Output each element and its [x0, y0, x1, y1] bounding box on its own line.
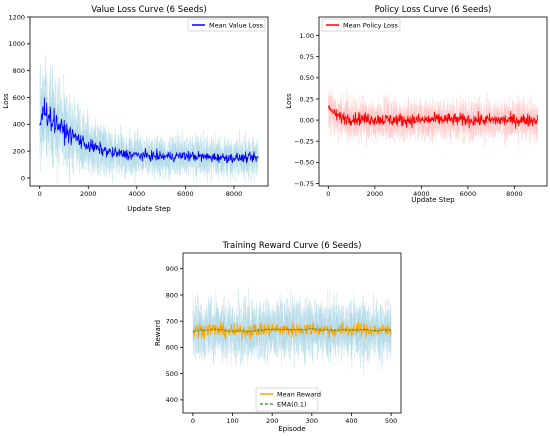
policy-loss-seed-line: [328, 92, 538, 147]
policy-loss-panel: 0 2000 4000 6000 8000 −0.75 −0.50 −0.25 0.00 0.2…: [285, 5, 548, 204]
reward-x-tick-label: 300: [306, 417, 318, 425]
value-loss-x-tick-label: 4000: [129, 190, 146, 198]
policy-loss-x-tick-label: 8000: [506, 190, 523, 198]
value-loss-y-tick-label: 600: [13, 94, 25, 102]
policy-loss-y-tick-label: −0.50: [294, 159, 314, 167]
policy-loss-seed-line: [328, 90, 538, 147]
value-loss-y-tick-label: 1200: [8, 13, 25, 21]
reward-ema-line: [192, 327, 392, 333]
policy-loss-mean-line: [327, 105, 539, 129]
policy-loss-y-tick-label: −0.75: [294, 180, 314, 188]
value-loss-mean-trace: [39, 97, 259, 164]
policy-loss-legend: Mean Policy Loss: [321, 18, 401, 32]
value-loss-title: Value Loss Curve (6 Seeds): [91, 5, 207, 15]
policy-loss-y-tick-label: 1.00: [300, 32, 314, 40]
value-loss-mean-line: [39, 97, 259, 164]
value-loss-y-tick-label: 0: [21, 174, 25, 182]
reward-x-tick-label: 200: [266, 417, 278, 425]
value-loss-panel: 0 2000 4000 6000 8000 020040060080010001200 …: [2, 5, 269, 213]
policy-loss-seed-line: [328, 95, 538, 146]
value-loss-y-tick-label: 400: [13, 121, 25, 129]
reward-legend: Mean Reward EMA(0.1): [255, 387, 321, 412]
value-loss-y-tick-label: 1000: [8, 40, 25, 48]
reward-x-tick-label: 0: [191, 417, 195, 425]
policy-loss-y-tick-label: 0.25: [300, 95, 314, 103]
policy-loss-title: Policy Loss Curve (6 Seeds): [375, 5, 492, 15]
value-loss-x-tick-label: 6000: [177, 190, 194, 198]
policy-loss-x-tick-label: 2000: [367, 190, 384, 198]
reward-axes-frame: [182, 252, 402, 414]
policy-loss-x-tick-label: 6000: [460, 190, 477, 198]
policy-loss-mean-trace: [327, 105, 539, 129]
reward-x-tick-label: 100: [226, 417, 238, 425]
policy-loss-x-tick-label: 0: [326, 190, 330, 198]
reward-y-tick-label: 500: [166, 370, 178, 378]
value-loss-x-ticks: 0 2000 4000 6000 8000: [38, 186, 243, 198]
reward-x-ticks: 0 100 200 300 400 500: [191, 413, 397, 425]
policy-loss-seed-line: [328, 85, 538, 146]
policy-loss-y-ticks: −0.75 −0.50 −0.25 0.00 0.25 0.50 0.75 1.00: [294, 32, 319, 188]
policy-loss-ylabel: Loss: [285, 93, 293, 109]
policy-loss-axes-frame: [318, 16, 548, 187]
policy-loss-y-tick-label: 0.50: [300, 74, 314, 82]
reward-ema-trace: [192, 327, 392, 333]
value-loss-y-ticks: 0 200 400 600 800 1000 1200: [8, 13, 30, 182]
policy-loss-xlabel: Update Step: [411, 196, 455, 204]
value-loss-seed-traces: [39, 54, 259, 185]
reward-seed-line: [192, 293, 392, 371]
value-loss-y-tick-label: 200: [13, 147, 25, 155]
reward-title: Training Reward Curve (6 Seeds): [222, 241, 362, 251]
value-loss-xlabel: Update Step: [127, 205, 171, 213]
reward-legend-label-ema: EMA(0.1): [277, 401, 307, 409]
reward-ylabel: Reward: [154, 320, 162, 346]
value-loss-legend: Mean Value Loss: [187, 18, 266, 32]
policy-loss-legend-box: [321, 18, 401, 32]
reward-y-tick-label: 700: [166, 317, 178, 325]
value-loss-legend-label: Mean Value Loss: [209, 22, 264, 30]
reward-y-tick-label: 400: [166, 396, 178, 404]
policy-loss-seed-line: [328, 92, 538, 146]
reward-x-tick-label: 500: [385, 417, 397, 425]
reward-mean-line: [192, 320, 392, 341]
reward-y-tick-label: 600: [166, 344, 178, 352]
reward-seed-line: [192, 295, 392, 368]
reward-y-ticks: 400 500 600 700 800 900: [166, 265, 183, 404]
value-loss-y-tick-label: 800: [13, 67, 25, 75]
value-loss-ylabel: Loss: [2, 93, 10, 109]
value-loss-legend-box: [187, 18, 266, 32]
value-loss-x-tick-label: 8000: [226, 190, 243, 198]
policy-loss-y-tick-label: 0.00: [300, 116, 314, 124]
policy-loss-x-tick-label: 4000: [413, 190, 430, 198]
reward-x-tick-label: 400: [345, 417, 357, 425]
reward-y-tick-label: 800: [166, 291, 178, 299]
policy-loss-y-tick-label: −0.25: [294, 138, 314, 146]
policy-loss-y-tick-label: 0.75: [300, 53, 314, 61]
reward-y-tick-label: 900: [166, 265, 178, 273]
reward-xlabel: Episode: [278, 425, 306, 433]
policy-loss-legend-label: Mean Policy Loss: [343, 22, 398, 30]
value-loss-x-tick-label: 0: [38, 190, 42, 198]
value-loss-axes-frame: [29, 16, 269, 187]
value-loss-x-tick-label: 2000: [80, 190, 97, 198]
policy-loss-x-ticks: 0 2000 4000 6000 8000: [326, 186, 523, 198]
reward-legend-label-mean: Mean Reward: [277, 391, 321, 399]
reward-panel: 0 100 200 300 400 500 400 500 600 700 800 900 Trai…: [154, 241, 402, 433]
reward-mean-trace: [192, 320, 392, 341]
